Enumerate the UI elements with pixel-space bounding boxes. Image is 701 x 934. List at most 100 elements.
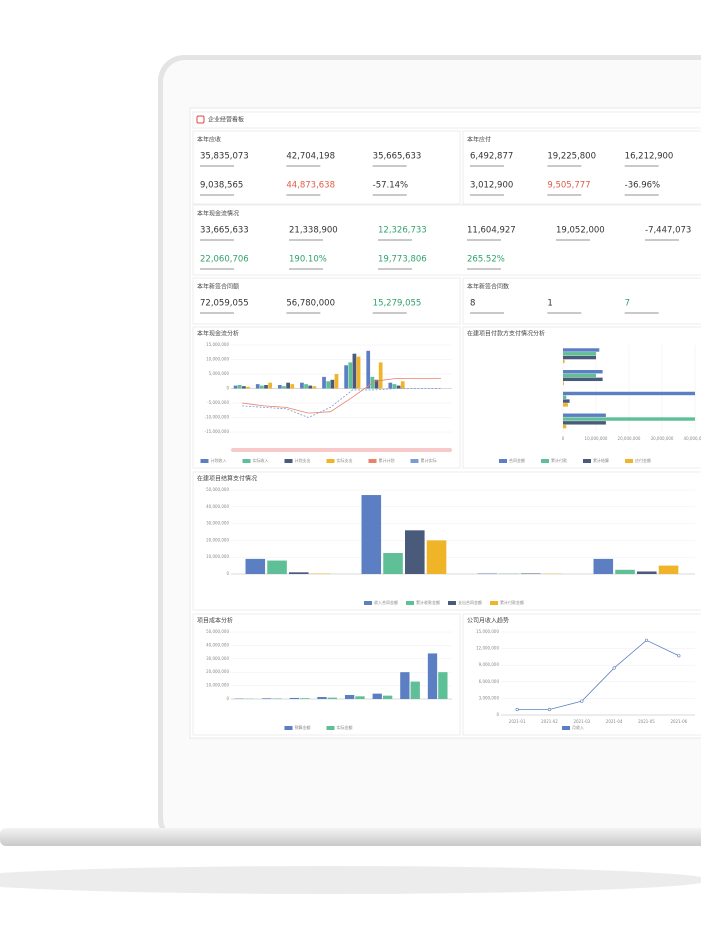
bar <box>355 696 365 699</box>
bar <box>361 495 382 574</box>
line <box>517 639 680 710</box>
kpi-value: 6,492,877 <box>470 152 513 162</box>
bar <box>260 385 264 389</box>
bar <box>366 350 371 389</box>
bar <box>289 572 309 574</box>
x-tick-label: 20,000,000 <box>618 436 641 441</box>
bar <box>322 376 326 389</box>
kpi-value: -7,447,073 <box>645 226 691 236</box>
legend-label: 合同金额 <box>509 457 525 463</box>
legend-swatch <box>200 459 209 463</box>
y-tick-label: 0 <box>226 696 229 701</box>
x-tick-label: 30,000,000 <box>651 436 674 441</box>
kpi-title: 本年新签合同数 <box>467 283 509 291</box>
chart-title: 在建项目付款方支付情况分析 <box>467 330 545 338</box>
bar <box>300 698 310 699</box>
bar <box>289 697 300 699</box>
bar <box>304 384 308 389</box>
kpi-caption <box>467 239 501 241</box>
legend-swatch <box>242 459 251 463</box>
kpi-value: 21,338,900 <box>289 226 338 236</box>
x-tick-label: 2021-03 <box>573 719 590 724</box>
chart-title: 本年现金流分析 <box>197 330 239 338</box>
bar <box>372 693 382 699</box>
legend-swatch <box>583 459 591 463</box>
bar <box>312 386 317 389</box>
legend-label: 实际收入 <box>253 457 269 463</box>
line <box>242 388 441 418</box>
legend-swatch <box>541 459 549 463</box>
legend-swatch <box>499 459 507 463</box>
chart-panel <box>192 326 461 469</box>
kpi-value: 16,212,900 <box>625 152 674 162</box>
bar <box>327 697 338 699</box>
y-tick-label: 40,000,000 <box>206 642 229 647</box>
bar <box>563 399 570 403</box>
bar <box>344 694 355 699</box>
legend-label: 计划支出 <box>295 457 311 463</box>
bar <box>374 379 379 389</box>
kpi-title: 本年应付 <box>467 136 491 144</box>
bar <box>282 386 286 389</box>
kpi-caption <box>286 165 321 167</box>
y-tick-label: -5,000,000 <box>207 400 229 405</box>
bar <box>563 370 603 374</box>
kpi-panel <box>192 204 701 276</box>
legend-swatch <box>410 459 419 463</box>
kpi-value: 12,326,733 <box>378 226 427 236</box>
bar <box>245 558 266 574</box>
bar <box>426 540 447 574</box>
bar <box>563 413 606 417</box>
bar <box>348 362 353 389</box>
bar <box>356 356 361 389</box>
legend-label: 月收入 <box>572 724 584 730</box>
legend-swatch <box>562 726 570 730</box>
kpi-caption <box>200 312 234 314</box>
y-tick-label: 10,000,000 <box>206 357 229 362</box>
legend-label: 累计实际 <box>421 457 437 463</box>
legend-swatch <box>326 726 335 730</box>
y-tick-label: 10,000,000 <box>206 554 229 559</box>
kpi-panel <box>192 130 461 205</box>
bar <box>383 553 403 574</box>
y-tick-label: 3,000,000 <box>479 695 500 700</box>
kpi-panel <box>192 277 461 325</box>
y-tick-label: 9,000,000 <box>479 662 500 667</box>
kpi-title: 本年现金流情况 <box>197 210 239 218</box>
kpi-value: 42,704,198 <box>286 152 335 162</box>
bar <box>563 359 565 364</box>
kpi-value: 15,279,055 <box>373 299 422 309</box>
chart-panel <box>462 326 701 469</box>
y-tick-label: 0 <box>226 571 229 576</box>
bar <box>593 558 614 574</box>
x-tick-label: 2021-02 <box>541 719 558 724</box>
bar <box>563 403 568 407</box>
y-tick-label: 15,000,000 <box>476 629 499 634</box>
kpi-caption <box>624 312 659 314</box>
kpi-value: 3,012,900 <box>470 181 513 191</box>
kpi-caption <box>547 165 582 167</box>
kpi-caption <box>372 312 407 314</box>
kpi-value: 72,059,055 <box>200 299 249 309</box>
bar <box>290 384 295 389</box>
bar <box>405 530 425 574</box>
legend-swatch <box>284 726 293 730</box>
bar <box>563 355 596 360</box>
kpi-caption <box>645 239 679 241</box>
y-tick-label: 15,000,000 <box>206 342 229 347</box>
kpi-caption <box>624 194 659 196</box>
legend-label: 累计付款 <box>551 457 567 463</box>
chart-panel <box>192 613 461 736</box>
y-tick-label: 5,000,000 <box>209 371 230 376</box>
y-tick-label: 6,000,000 <box>479 679 500 684</box>
x-tick-label: 2021-01 <box>509 719 526 724</box>
legend-swatch <box>406 601 414 605</box>
kpi-caption <box>378 239 412 241</box>
kpi-caption <box>467 268 501 270</box>
legend-label: 预算金额 <box>295 724 311 730</box>
kpi-caption <box>547 312 582 314</box>
bar <box>272 698 282 699</box>
bar <box>438 672 448 699</box>
bar <box>563 391 695 396</box>
bar <box>563 348 600 352</box>
